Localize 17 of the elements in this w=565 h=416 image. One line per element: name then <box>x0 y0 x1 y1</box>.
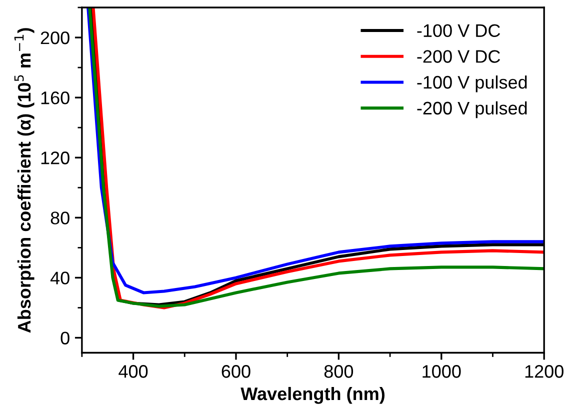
legend-label: -200 V pulsed <box>417 101 527 118</box>
y-axis-title: Absorption coefficient (α) (10$^{5}$ m$^{−1}$) <box>14 28 34 333</box>
x-tick-label: 800 <box>324 365 354 378</box>
x-tick-label: 400 <box>118 365 148 378</box>
legend-label: -100 V DC <box>417 24 500 37</box>
x-tick-label: 1000 <box>422 365 461 378</box>
legend-label: -100 V pulsed <box>417 75 527 92</box>
y-tick-label: 200 <box>40 31 70 44</box>
y-tick-label: 120 <box>41 152 70 164</box>
y-tick-label: 40 <box>50 272 70 284</box>
legend-label: -200 V DC <box>417 50 500 63</box>
x-tick-label: 600 <box>222 365 250 378</box>
y-tick-label: 160 <box>41 91 70 104</box>
y-tick-label: 80 <box>50 212 70 224</box>
x-axis-title: Wavelength (nm) <box>240 386 385 404</box>
x-tick-label: 1200 <box>525 365 564 378</box>
y-tick-label: 0 <box>60 332 70 344</box>
